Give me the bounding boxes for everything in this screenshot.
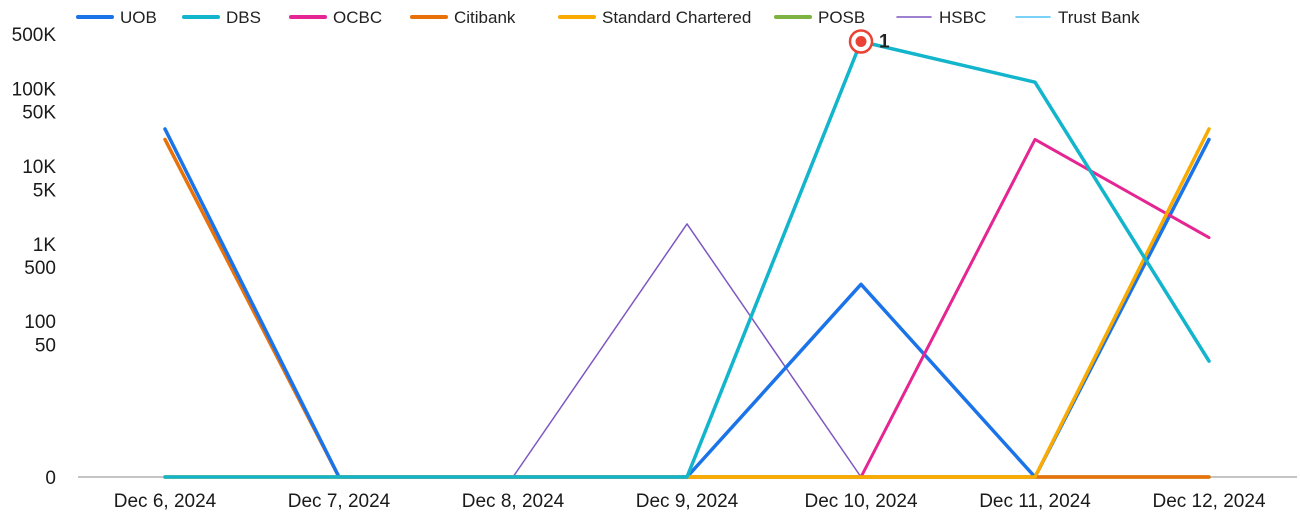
y-tick-label: 50K <box>22 103 56 124</box>
annotation-marker[interactable]: 1 <box>848 29 890 54</box>
series-line-uob <box>163 127 1211 479</box>
legend-item-trust-bank[interactable]: Trust Bank <box>1015 8 1140 27</box>
legend-label: Citibank <box>454 8 516 27</box>
annotation-label: 1 <box>879 32 890 53</box>
y-tick-label: 0 <box>45 468 56 489</box>
x-axis-ticks: Dec 6, 2024 Dec 7, 2024 Dec 8, 2024 Dec 9, … <box>114 491 1266 512</box>
legend-item-uob[interactable]: UOB <box>76 8 157 27</box>
legend-label: Standard Chartered <box>602 8 751 27</box>
x-tick-label: Dec 7, 2024 <box>288 491 391 512</box>
legend: UOB DBS OCBC Citibank Standard Chartered POSB… <box>76 8 1140 27</box>
legend-item-hsbc[interactable]: HSBC <box>896 8 986 27</box>
x-tick-label: Dec 10, 2024 <box>804 491 917 512</box>
series-line-dbs <box>163 39 1211 479</box>
y-tick-label: 100K <box>12 79 57 100</box>
legend-label: POSB <box>818 8 865 27</box>
legend-label: UOB <box>120 8 157 27</box>
series-line-citibank <box>163 137 1211 479</box>
x-tick-label: Dec 8, 2024 <box>462 491 565 512</box>
legend-item-citibank[interactable]: Citibank <box>410 8 516 27</box>
y-tick-label: 100 <box>24 312 56 333</box>
x-tick-label: Dec 9, 2024 <box>636 491 739 512</box>
annotation-dot <box>855 36 867 48</box>
y-tick-label: 500K <box>12 25 57 46</box>
legend-item-standard-chartered[interactable]: Standard Chartered <box>558 8 751 27</box>
legend-label: DBS <box>226 8 261 27</box>
x-tick-label: Dec 6, 2024 <box>114 491 217 512</box>
series-line-standard-chartered <box>163 127 1211 479</box>
legend-item-ocbc[interactable]: OCBC <box>289 8 382 27</box>
y-tick-label: 5K <box>33 180 57 201</box>
legend-label: OCBC <box>333 8 382 27</box>
x-tick-label: Dec 11, 2024 <box>979 491 1091 512</box>
legend-item-dbs[interactable]: DBS <box>182 8 261 27</box>
legend-item-posb[interactable]: POSB <box>774 8 865 27</box>
y-tick-label: 500 <box>24 258 56 279</box>
y-tick-label: 1K <box>33 235 57 256</box>
annotations: 1 <box>848 29 890 54</box>
x-tick-label: Dec 12, 2024 <box>1152 491 1265 512</box>
y-tick-label: 50 <box>35 335 56 356</box>
legend-label: Trust Bank <box>1058 8 1140 27</box>
series-lines <box>163 39 1211 479</box>
legend-label: HSBC <box>939 8 986 27</box>
series-line-ocbc <box>163 137 1211 479</box>
y-tick-label: 10K <box>22 157 56 178</box>
